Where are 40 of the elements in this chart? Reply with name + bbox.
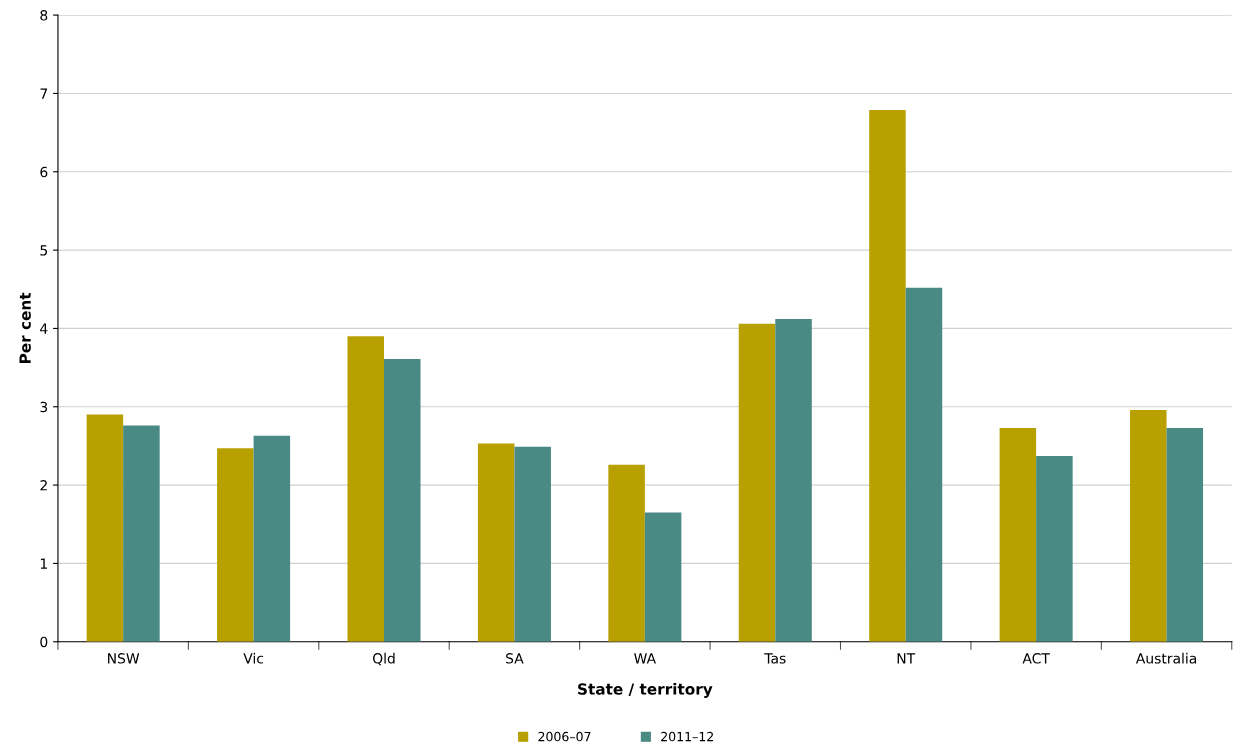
bar xyxy=(608,464,645,642)
y-tick-label: 1 xyxy=(40,558,47,569)
bar xyxy=(905,287,943,642)
bar xyxy=(738,323,776,642)
bar xyxy=(1130,409,1167,642)
bar xyxy=(1036,456,1073,642)
bar xyxy=(1166,427,1204,642)
bar xyxy=(86,414,124,642)
x-tick-label: Vic xyxy=(243,652,264,664)
bar xyxy=(217,448,254,642)
legend-label: 2006–07 xyxy=(538,731,591,742)
bar xyxy=(384,358,421,642)
bar xyxy=(253,435,291,642)
x-tick-label: NSW xyxy=(108,653,140,664)
y-tick-label: 4 xyxy=(40,323,48,334)
bar xyxy=(347,336,385,642)
y-tick-label: 0 xyxy=(40,636,48,648)
y-tick-label: 5 xyxy=(40,245,48,256)
x-tick-label: Qld xyxy=(372,652,395,666)
x-tick-label: Tas xyxy=(764,653,786,664)
bar xyxy=(477,443,515,642)
y-axis-title: Per cent xyxy=(19,292,31,364)
legend-label: 2011–12 xyxy=(661,731,713,742)
x-tick-label: ACT xyxy=(1022,653,1050,664)
y-tick-label: 6 xyxy=(40,166,48,178)
bar xyxy=(123,425,160,642)
y-tick-label: 2 xyxy=(40,480,47,491)
y-tick-label: 7 xyxy=(40,88,48,99)
x-axis-title: State / territory xyxy=(578,682,713,698)
y-tick-label: 3 xyxy=(40,401,48,413)
bar xyxy=(775,319,812,642)
bar xyxy=(644,512,682,642)
x-tick-label: SA xyxy=(506,653,524,664)
bar xyxy=(514,446,551,642)
y-tick-label: 8 xyxy=(40,10,48,21)
bar xyxy=(999,427,1037,642)
x-tick-label: NT xyxy=(897,653,916,664)
x-tick-label: Australia xyxy=(1135,652,1197,664)
x-tick-label: WA xyxy=(634,653,656,664)
bar xyxy=(869,109,906,642)
